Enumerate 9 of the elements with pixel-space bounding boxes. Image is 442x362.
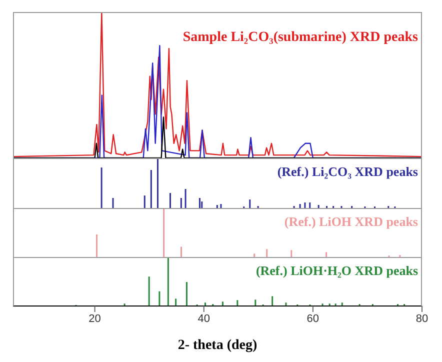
text: (Ref.) LiOH·H₂O XRD peaks — [256, 263, 418, 279]
x-tick-label: 60 — [306, 312, 320, 325]
text: (Ref.) LiOH XRD peaks — [284, 214, 418, 230]
x-tick-label: 20 — [88, 312, 101, 325]
text: (Ref.) Li₂CO₃ XRD peaks — [277, 164, 418, 180]
x-tick-label: 40 — [198, 312, 210, 325]
x-tick-label: 80 — [416, 312, 428, 325]
text: Sample Li₂CO₃(submarine) XRD peaks — [182, 30, 418, 46]
x-axis-title: 2- theta (deg) — [176, 338, 258, 354]
